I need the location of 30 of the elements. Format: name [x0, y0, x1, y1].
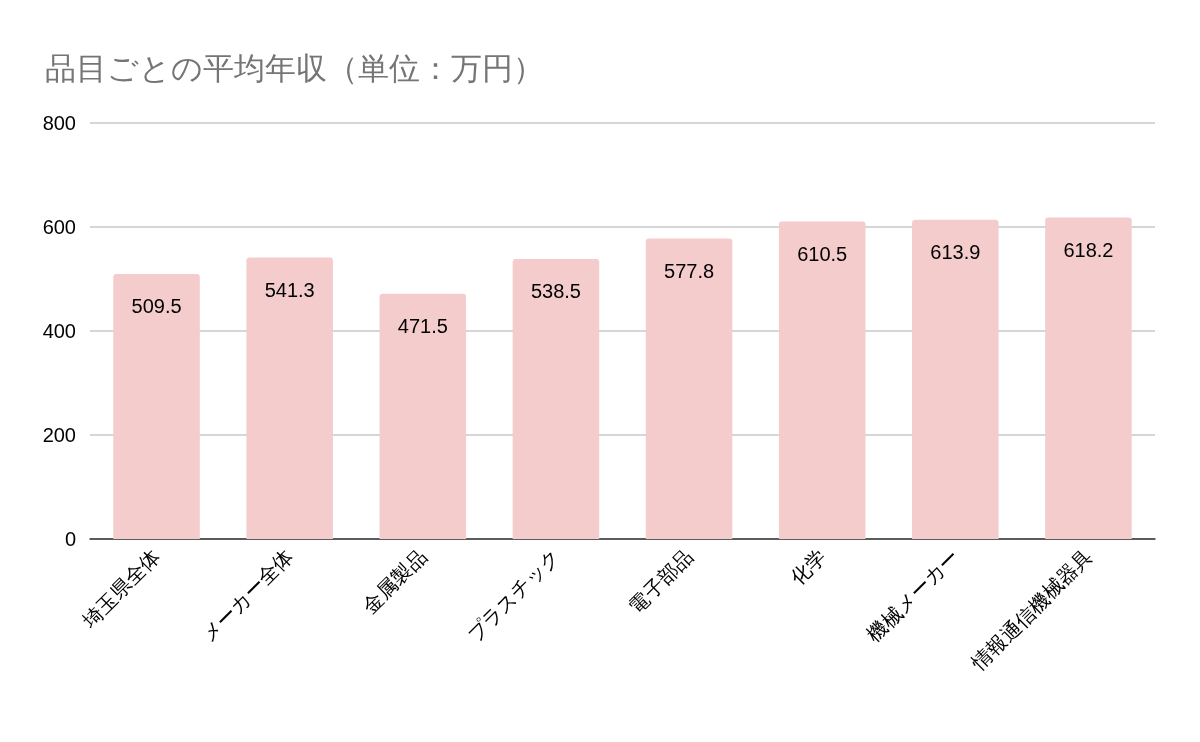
x-tick-label: プラスチック — [463, 545, 564, 646]
x-tick-label: 金属製品 — [358, 545, 431, 618]
x-tick-label: 情報通信機械器具 — [966, 545, 1097, 675]
x-tick-label: メーカー全体 — [197, 545, 298, 646]
bar — [1045, 217, 1132, 539]
bar — [113, 274, 200, 539]
bar — [912, 219, 999, 539]
y-tick-label: 200 — [42, 424, 76, 446]
data-label: 577.8 — [664, 259, 715, 282]
data-label: 509.5 — [131, 295, 182, 318]
y-tick-label: 600 — [42, 216, 76, 238]
data-label: 541.3 — [264, 278, 315, 301]
data-label: 471.5 — [397, 314, 448, 337]
chart-title: 品目ごとの平均年収（単位：万円） — [45, 51, 544, 86]
data-label: 613.9 — [930, 240, 981, 263]
bar — [246, 257, 333, 539]
bar — [645, 238, 733, 539]
x-tick-label: 電子部品 — [624, 545, 697, 618]
bar — [379, 293, 467, 539]
data-label: 618.2 — [1063, 238, 1114, 261]
x-tick-label: 機械メーカー — [862, 545, 964, 646]
bar — [778, 221, 866, 539]
y-tick-label: 0 — [64, 528, 76, 550]
y-tick-label: 400 — [42, 320, 76, 342]
y-tick-label: 800 — [42, 112, 76, 134]
data-label: 538.5 — [530, 279, 581, 302]
bar — [512, 258, 600, 539]
x-tick-label: 埼玉県全体 — [77, 545, 165, 633]
x-tick-label: 化学 — [786, 545, 830, 590]
data-label: 610.5 — [797, 242, 848, 265]
